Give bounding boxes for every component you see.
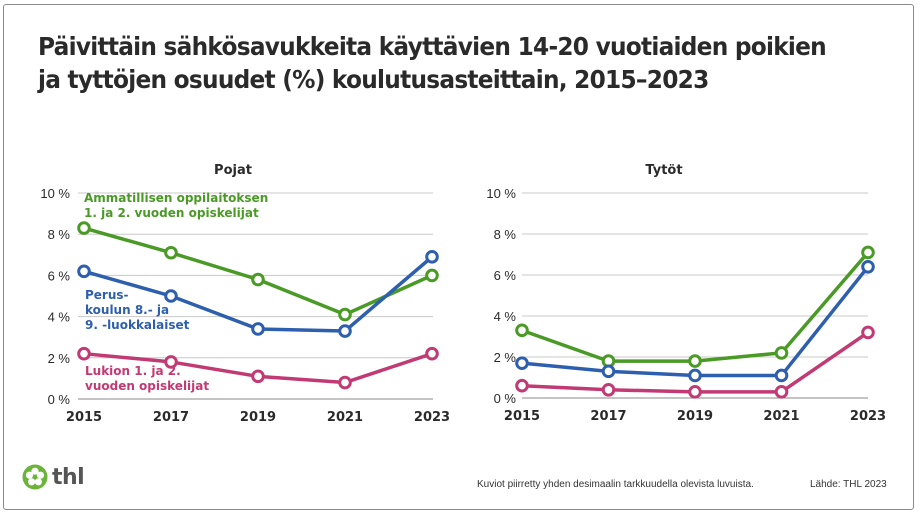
y-tick-label: 8 % [48, 227, 71, 242]
x-tick-label: 2015 [66, 410, 102, 425]
data-point [338, 375, 352, 390]
data-point [77, 346, 91, 361]
series-label: Ammatillisen oppilaitoksen [84, 191, 268, 205]
series-label: Lukion 1. ja 2. [85, 364, 181, 378]
flower-icon [22, 464, 48, 490]
data-point [688, 354, 702, 368]
data-point [77, 264, 91, 279]
data-point [774, 346, 789, 360]
series-label: 9. -luokkalaiset [85, 318, 190, 332]
x-tick-label: 2015 [504, 409, 540, 424]
y-tick-label: 10 % [40, 186, 70, 201]
data-point [774, 385, 789, 399]
chart-panel-pojat: Pojat 0 % 2 % 4 % 6 % 8 % 10 % 2015 2017 2019 2021… [40, 163, 450, 425]
figure-frame [3, 4, 914, 510]
data-point [861, 325, 875, 340]
data-point [338, 324, 352, 338]
series-ammatillinen [77, 221, 439, 322]
x-tick-label: 2021 [327, 410, 363, 425]
data-point [425, 268, 439, 283]
y-tick-label: 2 % [48, 351, 71, 366]
series-lukio [515, 325, 875, 399]
data-point [688, 368, 702, 383]
series-label: vuoden opiskelijat [85, 379, 209, 393]
y-tick-label: 4 % [48, 310, 71, 325]
data-point [251, 369, 265, 384]
y-tick-label: 8 % [494, 227, 517, 242]
panel-title: Pojat [214, 163, 252, 178]
data-point [164, 355, 178, 369]
data-point [164, 245, 178, 260]
data-point [861, 260, 875, 274]
data-point [601, 383, 616, 397]
data-point [338, 307, 352, 322]
series-label: koulun 8.- ja [85, 303, 169, 317]
x-tick-label: 2023 [850, 409, 886, 424]
y-tick-label: 10 % [486, 186, 516, 201]
logo-text: thl [52, 464, 85, 490]
data-point [515, 323, 529, 338]
series-label: 1. ja 2. vuoden opiskelijat [84, 206, 259, 220]
data-point [688, 385, 702, 399]
chart-panel-tytöt: Tytöt 0 % 2 % 4 % 6 % 8 % 10 % 2015 2017 2019 2021… [486, 163, 886, 424]
y-tick-label: 6 % [48, 268, 71, 283]
data-point [251, 272, 265, 287]
data-point [774, 368, 789, 383]
data-point [861, 245, 875, 260]
x-tick-label: 2021 [763, 409, 799, 424]
x-tick-label: 2017 [590, 409, 626, 424]
y-tick-label: 4 % [494, 309, 517, 324]
series-line [521, 251, 870, 363]
x-tick-label: 2019 [677, 409, 713, 424]
thl-logo: thl [22, 464, 85, 490]
data-point [515, 378, 529, 393]
x-tick-label: 2019 [240, 410, 276, 425]
footer-note: Kuviot piirretty yhden desimaalin tarkku… [477, 479, 754, 490]
series-peruskoulu [515, 260, 875, 383]
y-tick-label: 2 % [494, 350, 517, 365]
data-point [601, 364, 616, 379]
panel-title: Tytöt [645, 163, 682, 178]
series-lukio [77, 346, 439, 390]
series-peruskoulu [77, 250, 439, 338]
x-tick-label: 2017 [153, 410, 189, 425]
data-point [251, 322, 265, 336]
series-label: Perus- [85, 288, 129, 302]
data-point [515, 356, 529, 370]
x-tick-label: 2023 [414, 410, 450, 425]
y-tick-label: 6 % [494, 268, 517, 283]
y-tick-label: 0 % [48, 392, 71, 407]
data-point [425, 346, 439, 361]
data-point [164, 289, 178, 303]
y-tick-label: 0 % [494, 391, 517, 406]
series-ammatillinen [515, 245, 875, 368]
data-point [77, 221, 91, 235]
figure-title: Päivittäin sähkösavukkeita käyttävien 14… [38, 32, 827, 94]
footer-source: Lähde: THL 2023 [810, 479, 887, 490]
data-point [425, 250, 439, 264]
